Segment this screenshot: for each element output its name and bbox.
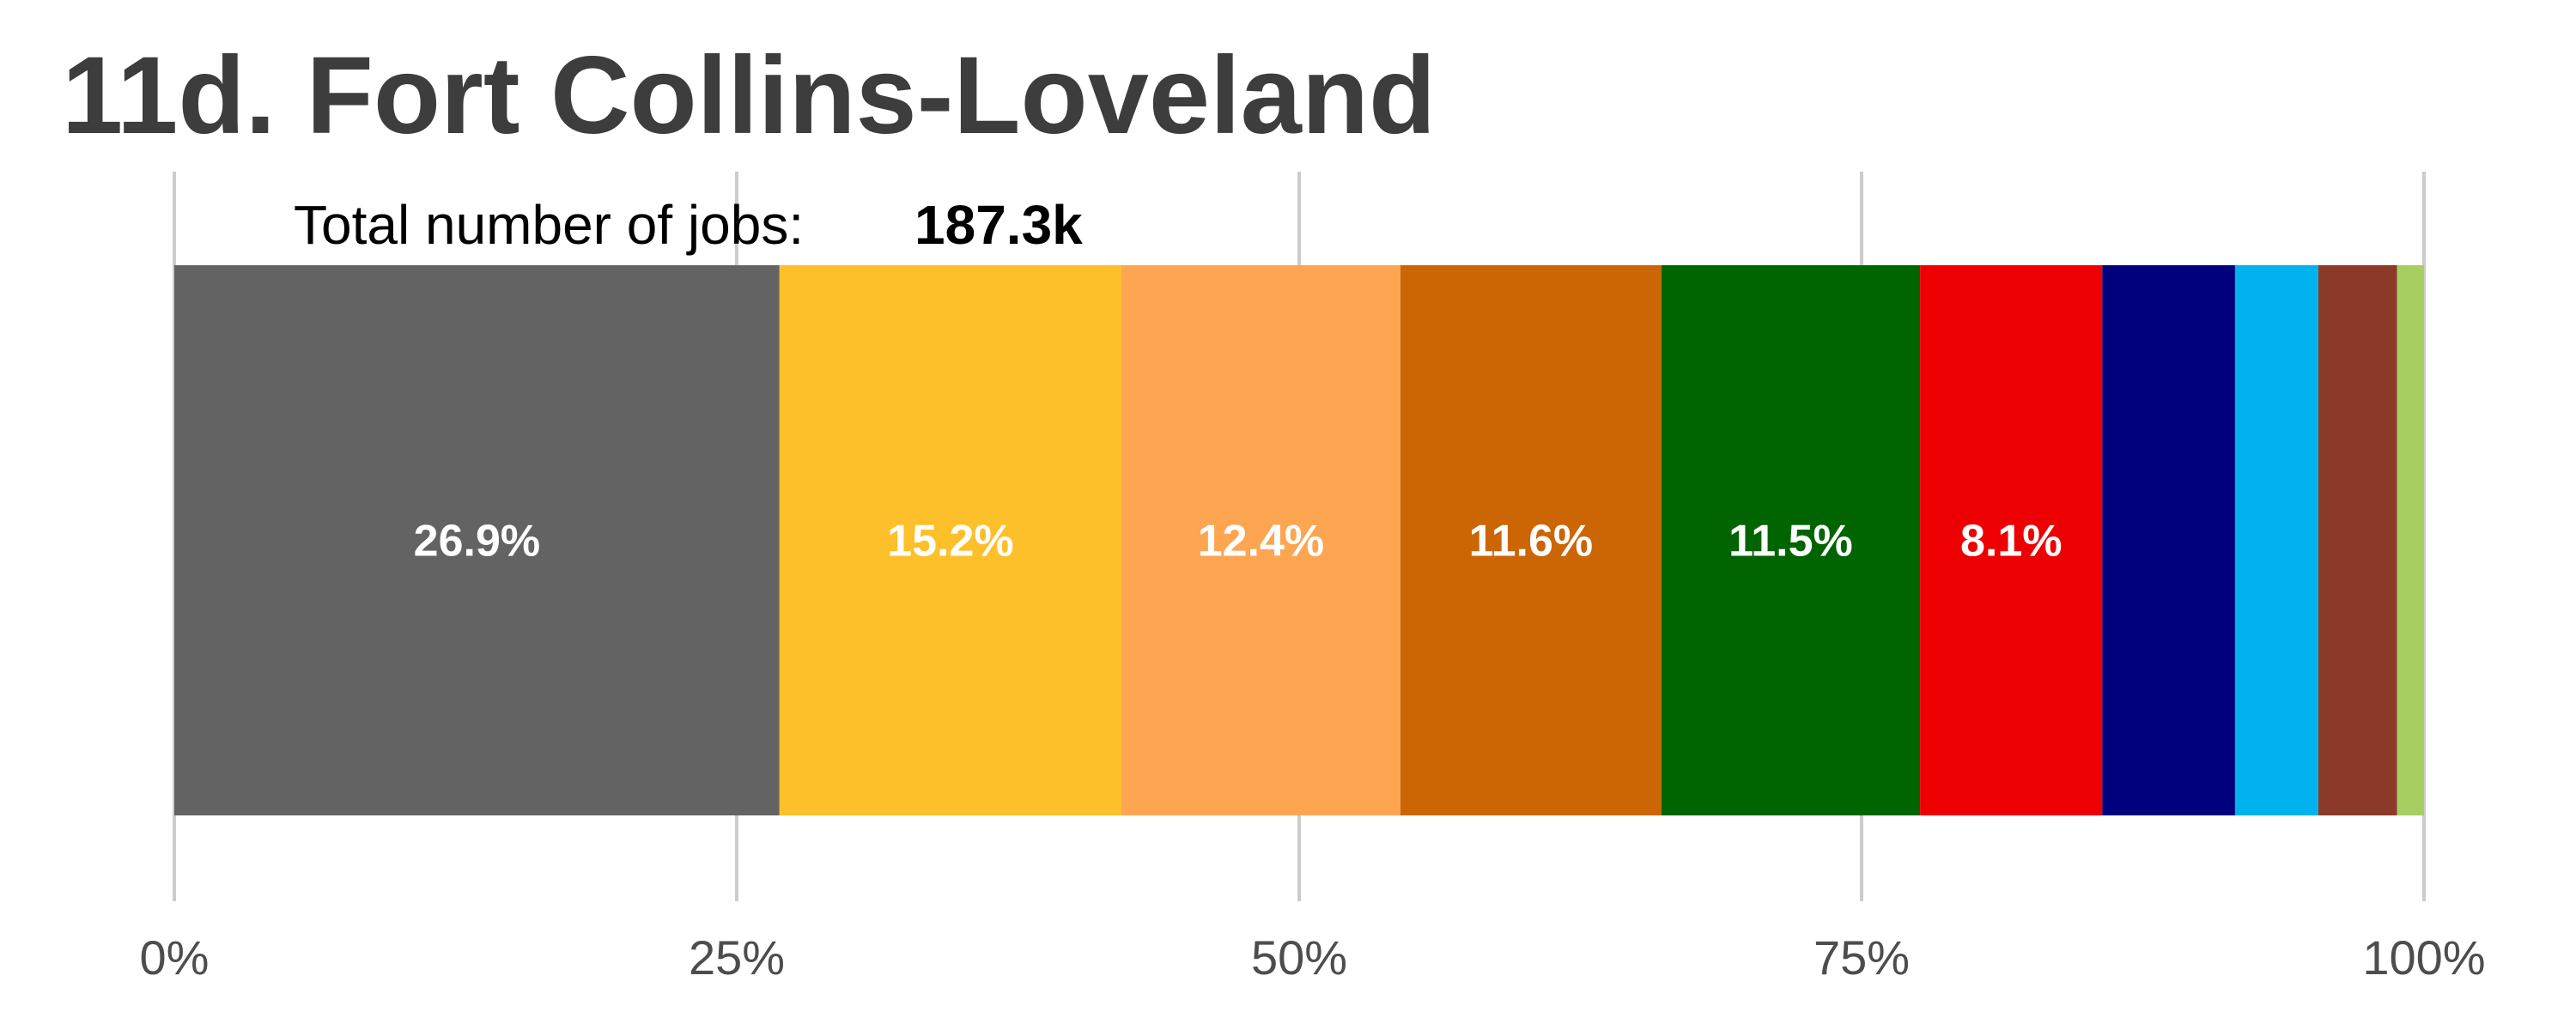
x-tick-label-0: 0% — [140, 930, 210, 985]
bar-segment-label-1: 26.9% — [414, 517, 540, 566]
bar-segment-label-3: 12.4% — [1198, 517, 1324, 566]
x-tick-label-75: 75% — [1814, 930, 1910, 985]
bar-segment-5 — [1661, 265, 1921, 815]
label-layer: 26.9% 15.2% 12.4% 11.6% 11.5% 8.1% — [414, 517, 2063, 566]
total-jobs-value: 187.3k — [914, 194, 1083, 256]
bar-segment-label-6: 8.1% — [1960, 517, 2063, 566]
bar-segment-10 — [2397, 265, 2424, 815]
x-tick-label-50: 50% — [1251, 930, 1347, 985]
bar-segment-2 — [779, 265, 1122, 815]
bar-segment-7 — [2102, 265, 2235, 815]
tick-layer: 0% 25% 50% 75% 100% — [140, 930, 2486, 985]
chart-title: 11d. Fort Collins-Loveland — [62, 34, 1436, 157]
bar-layer — [174, 265, 2424, 815]
bar-segment-3 — [1121, 265, 1400, 815]
x-tick-label-100: 100% — [2362, 930, 2485, 985]
total-jobs-label: Total number of jobs: — [294, 194, 804, 256]
bar-segment-label-4: 11.6% — [1469, 517, 1594, 566]
bar-segment-label-2: 15.2% — [887, 517, 1013, 566]
bar-segment-9 — [2318, 265, 2397, 815]
bar-segment-label-5: 11.5% — [1728, 517, 1853, 566]
bar-segment-8 — [2234, 265, 2318, 815]
bar-segment-4 — [1400, 265, 1662, 815]
bar-segment-6 — [1920, 265, 2103, 815]
x-tick-label-25: 25% — [689, 930, 785, 985]
bar-segment-1 — [174, 265, 780, 815]
